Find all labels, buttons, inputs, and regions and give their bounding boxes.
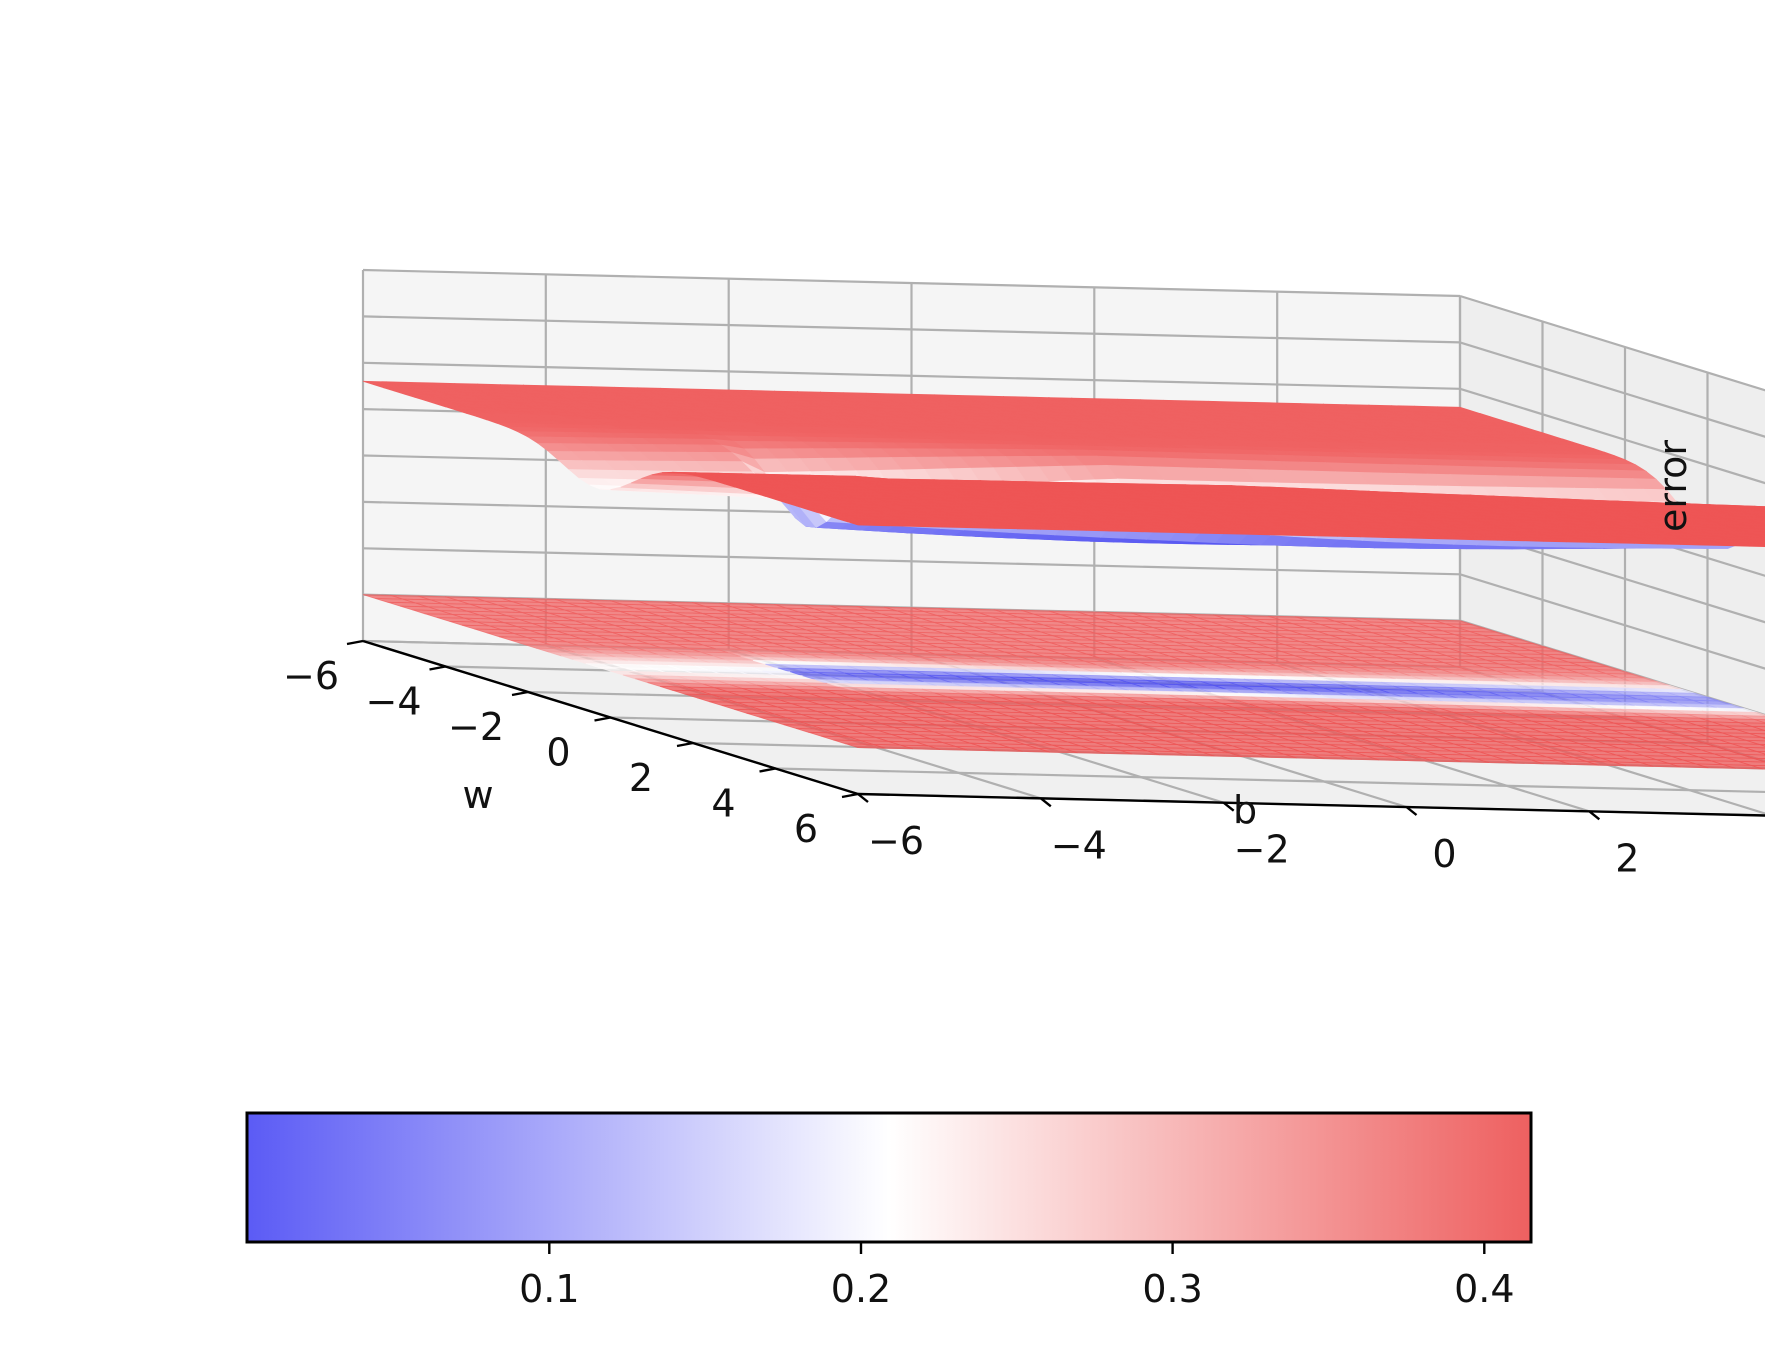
- contour-cell: [1748, 733, 1765, 738]
- w-tick-label: −6: [283, 654, 339, 698]
- contour-cell: [1738, 761, 1765, 767]
- w-tick-label: 2: [629, 756, 653, 800]
- b-tick-label: 2: [1615, 836, 1639, 880]
- w-tick: [429, 665, 446, 671]
- gridline-wall-z: [1459, 341, 1765, 438]
- colorbar-tick-label: 0.4: [1454, 1267, 1514, 1311]
- contour-cell: [1750, 764, 1765, 770]
- colorbar: 0.1 0.2 0.3 0.4: [245, 1111, 1533, 1311]
- w-tick: [511, 690, 529, 697]
- b-tick-label: 0: [1432, 832, 1456, 876]
- colorbar-tick-label: 0.1: [519, 1267, 579, 1311]
- w-tick: [676, 741, 694, 748]
- contour-cell: [1733, 736, 1765, 742]
- y-axis-label: b: [1233, 788, 1257, 832]
- w-tick: [841, 792, 859, 799]
- w-tick-label: 6: [794, 807, 818, 851]
- gridline-wall-z: [1459, 526, 1765, 624]
- gridline-wall-z: [1459, 294, 1765, 392]
- z-axis-label: error: [1651, 440, 1695, 532]
- contour-cell: [1754, 719, 1765, 724]
- contour-cell: [1741, 715, 1765, 721]
- error-surface: [362, 380, 1765, 550]
- b-tick-label: −4: [1051, 823, 1107, 867]
- w-tick: [346, 639, 364, 646]
- contour-cell: [1755, 750, 1765, 755]
- w-tick: [759, 767, 776, 773]
- w-tick-label: 0: [546, 731, 570, 775]
- contour-cell: [1758, 743, 1765, 747]
- contour-cell: [1736, 729, 1765, 735]
- contour-cell: [1740, 754, 1765, 759]
- colorbar-tick-label: 0.2: [831, 1267, 891, 1311]
- contour-cell: [1751, 726, 1765, 731]
- x-axis-label: w: [462, 773, 493, 817]
- contour-cell: [1728, 750, 1765, 756]
- colorbar-ticks: 0.1 0.2 0.3 0.4: [519, 1242, 1515, 1311]
- colorbar-tick-label: 0.3: [1142, 1267, 1202, 1311]
- gridline-wall-z: [362, 268, 1461, 298]
- contour-cell: [1725, 757, 1765, 763]
- gridline-wall-z: [362, 361, 1461, 390]
- gridline-wall-z: [1459, 573, 1765, 670]
- gridline-wall-z: [362, 547, 1461, 576]
- gridline-wall-z: [362, 315, 1461, 344]
- colorbar-gradient: [245, 1111, 1533, 1244]
- w-tick-label: 4: [711, 782, 735, 826]
- contour-cell: [1743, 747, 1765, 752]
- w-tick-label: −2: [448, 705, 504, 749]
- contour-cell: [1761, 736, 1765, 739]
- b-tick-label: −2: [1234, 828, 1290, 872]
- contour-cell: [1753, 757, 1765, 763]
- contour-cell: [1731, 743, 1765, 749]
- contour-projection: [362, 594, 1765, 770]
- gridline-wall-z: [1459, 387, 1765, 485]
- b-tick-label: −6: [868, 819, 924, 863]
- w-tick-label: −4: [365, 680, 421, 724]
- contour-cell: [1729, 711, 1765, 717]
- w-tick: [594, 716, 611, 722]
- contour-cell: [1739, 722, 1765, 728]
